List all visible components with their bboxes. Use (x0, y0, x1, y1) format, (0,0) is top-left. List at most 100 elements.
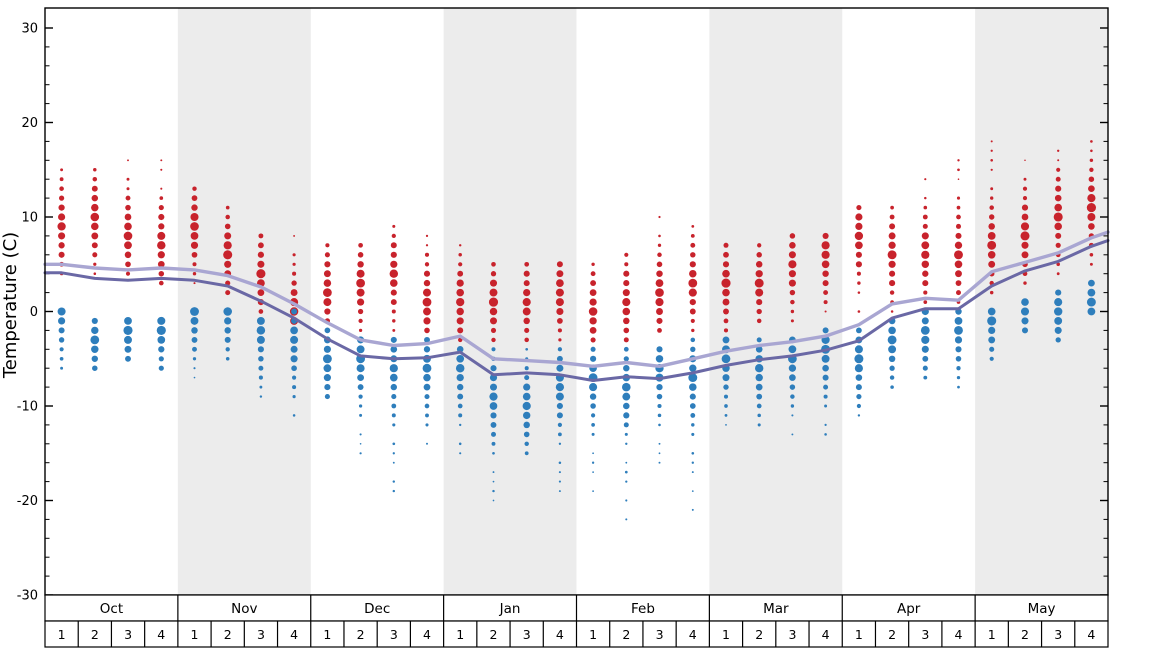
max-temp-dot (1057, 149, 1060, 152)
min-temp-dot (359, 442, 362, 445)
max-temp-dot (658, 215, 661, 219)
max-temp-dot (722, 298, 730, 306)
max-temp-dot (788, 260, 797, 269)
min-temp-dot (856, 394, 862, 400)
max-temp-dot (192, 271, 197, 276)
max-temp-dot (990, 140, 993, 143)
max-temp-dot (957, 168, 960, 172)
max-temp-dot (160, 159, 163, 162)
min-temp-dot (655, 355, 664, 363)
max-temp-dot (190, 241, 199, 249)
max-temp-dot (590, 280, 597, 287)
max-temp-dot (589, 289, 597, 296)
max-temp-dot (489, 307, 498, 316)
max-temp-dot (91, 222, 99, 231)
min-temp-dot (424, 336, 430, 343)
max-temp-dot (91, 185, 98, 192)
max-temp-dot (821, 241, 830, 250)
max-temp-dot (657, 327, 662, 333)
min-temp-dot (259, 385, 263, 389)
week-number-label: 1 (855, 627, 863, 642)
max-temp-dot (292, 271, 297, 276)
y-tick-label: 30 (21, 22, 38, 37)
min-temp-dot (457, 403, 463, 409)
max-temp-dot (190, 232, 199, 240)
min-temp-dot (258, 356, 264, 362)
max-temp-dot (1088, 185, 1095, 193)
min-temp-dot (491, 347, 496, 352)
min-temp-dot (988, 336, 996, 344)
min-temp-dot (691, 423, 695, 427)
max-temp-dot (790, 299, 795, 305)
max-temp-dot (689, 298, 696, 306)
max-temp-dot (192, 262, 197, 267)
max-temp-dot (1088, 223, 1095, 230)
min-temp-dot (524, 441, 529, 447)
max-temp-dot (490, 327, 497, 333)
min-temp-dot (1021, 317, 1029, 325)
min-temp-dot (523, 431, 530, 438)
week-number-label: 2 (1021, 627, 1029, 642)
max-temp-dot (655, 279, 664, 287)
max-temp-dot (655, 298, 664, 307)
min-temp-dot (755, 373, 763, 382)
min-temp-dot (58, 327, 65, 334)
max-temp-dot (522, 307, 531, 316)
min-temp-dot (59, 347, 64, 352)
max-temp-dot (522, 298, 531, 307)
min-temp-dot (624, 470, 628, 474)
min-temp-dot (124, 317, 132, 325)
max-temp-dot (923, 205, 928, 210)
max-temp-dot (755, 270, 763, 278)
max-temp-dot (523, 280, 530, 287)
max-temp-dot (423, 270, 431, 277)
min-temp-dot (555, 392, 564, 401)
min-temp-dot (690, 412, 696, 418)
min-temp-dot (623, 412, 630, 419)
max-temp-dot (790, 319, 794, 323)
max-temp-dot (256, 269, 266, 279)
max-temp-dot (523, 270, 530, 277)
max-temp-dot (457, 327, 464, 334)
min-temp-dot (854, 345, 863, 354)
max-temp-dot (622, 289, 630, 297)
min-temp-dot (356, 364, 365, 373)
max-temp-dot (888, 260, 896, 268)
max-temp-dot (755, 261, 763, 268)
max-temp-dot (324, 252, 330, 258)
min-temp-dot (125, 355, 131, 362)
max-temp-dot (723, 251, 729, 258)
max-temp-dot (589, 326, 597, 334)
max-temp-dot (1090, 149, 1093, 153)
min-temp-dot (822, 364, 829, 372)
min-temp-dot (157, 336, 166, 344)
min-temp-dot (590, 355, 597, 362)
min-temp-dot (290, 355, 298, 363)
avg-max-temp-line (43, 230, 1110, 368)
max-temp-dot (1022, 186, 1028, 191)
max-temp-dot (690, 318, 695, 323)
min-temp-dot (459, 452, 462, 455)
max-temp-dot (1022, 196, 1028, 201)
max-temp-dot (390, 289, 397, 296)
max-temp-dot (524, 337, 529, 343)
max-temp-dot (390, 260, 398, 268)
week-number-label: 4 (955, 627, 963, 642)
month-label-nov: Nov (231, 601, 257, 617)
max-temp-dot (1087, 213, 1096, 221)
max-temp-dot (424, 327, 430, 334)
max-temp-dot (423, 317, 431, 325)
max-temp-dot (987, 232, 996, 240)
min-temp-dot (822, 327, 829, 334)
max-temp-dot (755, 288, 764, 297)
min-temp-dot (1055, 289, 1062, 296)
min-temp-dot (90, 335, 100, 345)
max-temp-dot (990, 149, 993, 152)
max-temp-dot (323, 298, 332, 307)
max-temp-dot (889, 214, 895, 220)
max-temp-dot (490, 271, 497, 277)
week-number-label: 3 (523, 627, 531, 642)
week-number-label: 2 (91, 627, 99, 642)
min-temp-dot (1054, 307, 1063, 316)
max-temp-dot (954, 241, 963, 249)
